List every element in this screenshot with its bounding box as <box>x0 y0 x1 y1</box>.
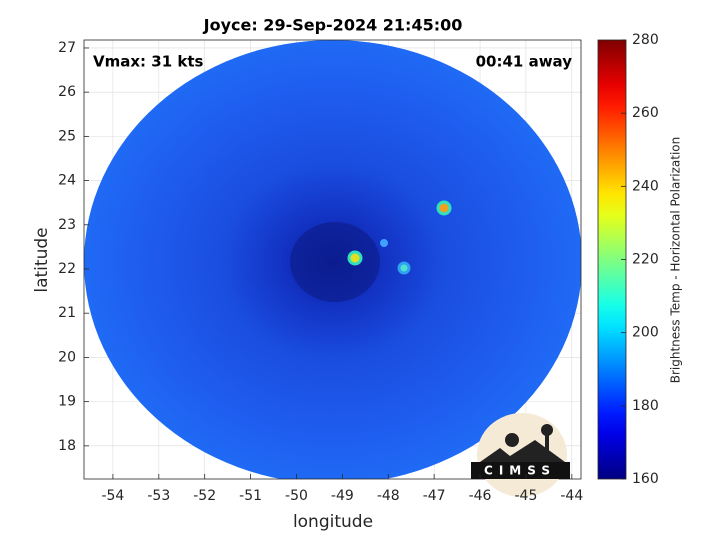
logo-text: CIMSS <box>484 464 556 478</box>
y-tick-label: 18 <box>58 438 76 454</box>
y-tick-label: 24 <box>58 173 76 189</box>
x-tick-label: -45 <box>514 488 537 504</box>
x-tick-label: -54 <box>101 488 124 504</box>
logo-tower <box>545 425 549 455</box>
y-tick-label: 25 <box>58 128 76 144</box>
y-tick-label: 22 <box>58 261 76 277</box>
y-tick-label: 21 <box>58 305 76 321</box>
annotation: Vmax: 31 kts <box>93 53 203 71</box>
x-tick-label: -53 <box>147 488 170 504</box>
x-tick-label: -52 <box>193 488 216 504</box>
y-axis-label: latitude <box>32 227 52 292</box>
colorbar-tick-label: 180 <box>632 398 659 414</box>
hot-spot <box>397 261 411 275</box>
y-tick-label: 26 <box>58 84 76 100</box>
hot-spot <box>436 200 452 216</box>
plot-frame <box>83 39 582 480</box>
x-tick-label: -44 <box>560 488 583 504</box>
logo-hill <box>480 440 565 462</box>
chart-title: Joyce: 29-Sep-2024 21:45:00 <box>203 16 463 35</box>
colorbar-label: Brightness Temp - Horizontal Polarizatio… <box>669 137 683 384</box>
colorbar-tick-label: 160 <box>632 471 659 487</box>
x-tick-label: -50 <box>285 488 308 504</box>
logo-band <box>471 462 570 479</box>
x-tick-label: -47 <box>423 488 446 504</box>
eye-region <box>290 222 380 302</box>
x-tick-label: -48 <box>377 488 400 504</box>
y-tick-label: 27 <box>58 40 76 56</box>
x-axis-label: longitude <box>293 512 373 532</box>
colorbar-tick-label: 260 <box>632 105 659 121</box>
colorbar-tick-label: 220 <box>632 252 659 268</box>
satellite-image <box>84 40 581 479</box>
y-tick-label: 23 <box>58 217 76 233</box>
x-tick-label: -46 <box>469 488 492 504</box>
colorbar-tick-label: 280 <box>632 32 659 48</box>
logo-dish <box>505 433 519 447</box>
hot-spot <box>380 239 388 247</box>
colorbar-tick-label: 200 <box>632 325 659 341</box>
colorbar-tick-label: 240 <box>632 178 659 194</box>
y-tick-label: 20 <box>58 349 76 365</box>
x-tick-label: -51 <box>239 488 262 504</box>
logo-tank <box>541 424 553 436</box>
y-tick-label: 19 <box>58 394 76 410</box>
logo: CIMSS <box>471 413 570 497</box>
hot-spot <box>347 250 363 266</box>
x-tick-label: -49 <box>331 488 354 504</box>
annotation: 00:41 away <box>476 53 573 71</box>
